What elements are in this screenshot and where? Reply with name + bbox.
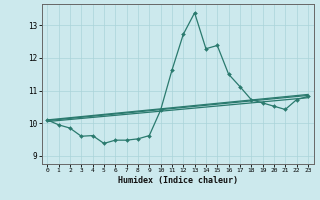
X-axis label: Humidex (Indice chaleur): Humidex (Indice chaleur) bbox=[118, 176, 237, 185]
